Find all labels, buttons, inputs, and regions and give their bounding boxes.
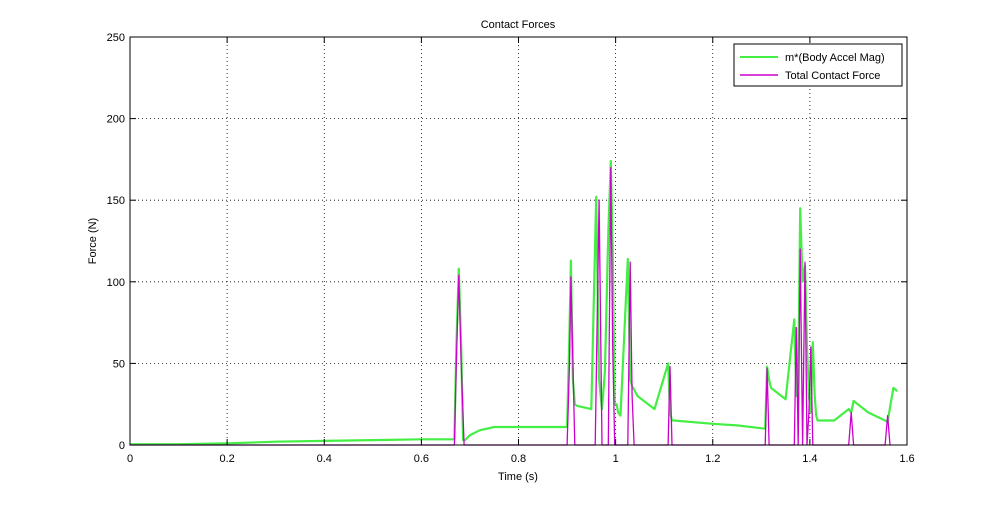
x-tick-label: 1.4 (802, 453, 817, 465)
y-axis-label: Force (N) (87, 218, 99, 264)
x-tick-label: 0 (127, 453, 133, 465)
y-tick-label: 50 (113, 358, 125, 370)
x-tick-label: 0.8 (511, 453, 526, 465)
y-tick-label: 250 (107, 32, 125, 44)
x-tick-label: 1.6 (899, 453, 914, 465)
legend-box (733, 43, 903, 87)
series-line-body-accel (130, 159, 898, 446)
axis-ticks: 0 0.2 0.4 0.6 0.8 1 1.2 1.4 1.6 0 50 100 150 200 250 (107, 32, 915, 465)
y-tick-label: 200 (107, 114, 125, 126)
y-tick-label: 100 (107, 277, 125, 289)
chart-title: Contact Forces (481, 19, 556, 31)
y-tick-label: 150 (107, 195, 125, 207)
legend: m*(Body Accel Mag) Total Contact Force (733, 43, 903, 87)
x-tick-label: 0.2 (219, 453, 234, 465)
x-tick-label: 1.2 (705, 453, 720, 465)
x-axis-label: Time (s) (498, 471, 538, 483)
x-tick-label: 0.4 (317, 453, 332, 465)
y-tick-label: 0 (119, 440, 125, 452)
legend-label-accel: m*(Body Accel Mag) (785, 52, 885, 64)
x-tick-label: 1 (613, 453, 619, 465)
x-tick-label: 0.6 (414, 453, 429, 465)
legend-label-contact: Total Contact Force (785, 70, 880, 82)
